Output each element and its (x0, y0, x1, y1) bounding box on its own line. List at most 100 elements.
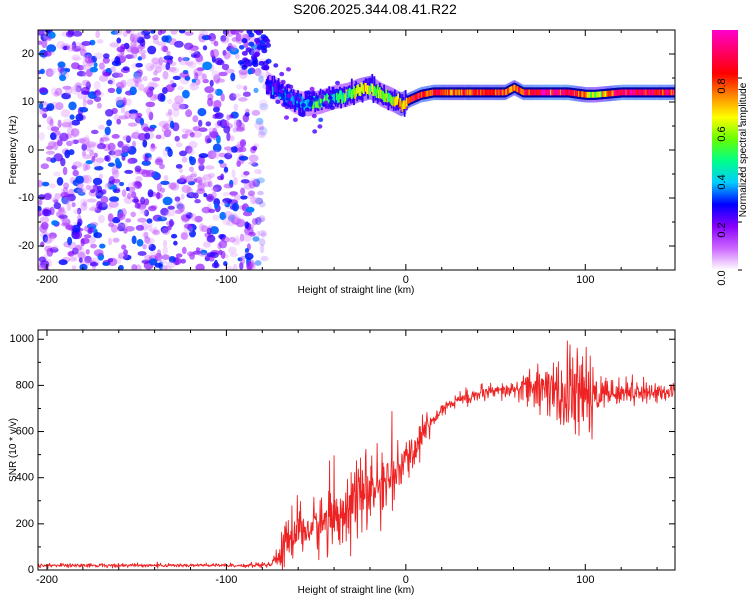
noise-blob (157, 92, 165, 102)
ridge-edge (299, 100, 302, 116)
noise-blob (125, 226, 135, 232)
noise-blob (259, 244, 265, 254)
ridge-core (418, 92, 421, 99)
noise-blob (214, 203, 219, 209)
noise-blob (212, 214, 220, 221)
noise-blob (161, 227, 171, 235)
noise-blob (253, 87, 259, 94)
noise-blob (85, 81, 91, 90)
noise-blob (259, 39, 266, 45)
noise-blob (93, 81, 101, 90)
noise-blob (143, 34, 151, 40)
noise-blob (116, 37, 122, 44)
ridge-core (507, 88, 509, 94)
ridge-core (506, 88, 508, 95)
noise-blob (227, 42, 233, 48)
noise-blob (148, 111, 154, 121)
noise-blob (46, 157, 52, 162)
noise-blob (38, 30, 45, 36)
ridge-edge (270, 83, 272, 99)
noise-blob (257, 190, 264, 196)
noise-blob (82, 154, 92, 160)
ridge-core (399, 98, 402, 107)
noise-blob (181, 133, 188, 139)
ridge-blob (334, 88, 340, 94)
noise-blob (55, 87, 63, 96)
noise-blob (177, 86, 185, 91)
noise-blob (195, 263, 205, 270)
snr-x-tick-label: 0 (403, 574, 409, 586)
noise-blob (49, 118, 54, 127)
ridge-blob (310, 90, 316, 95)
ridge-core (655, 89, 658, 96)
ridge-blob (284, 115, 289, 120)
noise-blob (251, 162, 259, 167)
ridge-core (550, 89, 552, 96)
noise-blob (79, 106, 89, 113)
noise-blob (192, 126, 201, 132)
noise-blob (108, 237, 113, 246)
noise-blob (98, 173, 103, 180)
ridge-core (564, 89, 566, 96)
noise-blob (79, 263, 88, 270)
noise-blob (66, 203, 72, 212)
noise-blob (125, 30, 132, 34)
ridge-blob (287, 100, 293, 105)
ridge-blob (292, 117, 298, 123)
noise-blob (72, 84, 81, 93)
noise-blob (243, 85, 248, 91)
noise-blob (73, 208, 81, 215)
noise-blob (224, 68, 235, 74)
ridge-core (636, 89, 638, 96)
ridge-core (306, 99, 309, 108)
noise-blob (84, 134, 90, 144)
ridge-blob (279, 89, 284, 94)
noise-blob (230, 146, 238, 153)
noise-blob (218, 71, 228, 77)
ridge-edge (403, 101, 406, 117)
noise-blob (198, 164, 205, 172)
noise-blob (73, 187, 83, 194)
noise-blob (79, 48, 87, 57)
noise-blob (125, 135, 131, 143)
noise-blob (131, 50, 138, 59)
noise-blob (265, 42, 271, 48)
noise-blob (151, 57, 160, 65)
noise-blob (180, 231, 189, 241)
noise-blob (71, 265, 77, 270)
noise-blob (180, 258, 186, 264)
ridge-core (588, 91, 591, 98)
noise-blob (72, 56, 83, 61)
noise-blob (204, 165, 215, 170)
noise-blob (213, 106, 220, 113)
noise-blob (236, 122, 245, 131)
noise-blob (209, 79, 214, 87)
ridge-edge (360, 85, 363, 101)
ridge-core (601, 91, 604, 97)
noise-blob (82, 200, 87, 208)
colorbar-gradient (712, 30, 738, 270)
ridge-core (326, 93, 328, 102)
noise-blob (128, 112, 138, 120)
ridge-blob (275, 99, 281, 105)
ridge-edge (350, 78, 353, 94)
ridge-core (562, 89, 564, 96)
ridge-core (339, 90, 341, 99)
noise-blob (165, 265, 173, 270)
noise-blob (138, 49, 147, 55)
noise-blob (48, 232, 57, 239)
noise-blob (212, 143, 222, 153)
noise-blob (99, 243, 106, 249)
ridge-edge (369, 77, 371, 94)
noise-blob (147, 189, 154, 198)
ridge-core (324, 95, 326, 105)
noise-blob (240, 195, 248, 200)
ridge-core (355, 88, 357, 97)
ridge-core (594, 91, 597, 98)
noise-blob (196, 67, 205, 72)
ridge-core (442, 89, 445, 96)
noise-blob (197, 108, 207, 117)
ridge-edge (385, 90, 388, 106)
noise-blob (148, 205, 157, 212)
noise-blob (94, 52, 103, 60)
